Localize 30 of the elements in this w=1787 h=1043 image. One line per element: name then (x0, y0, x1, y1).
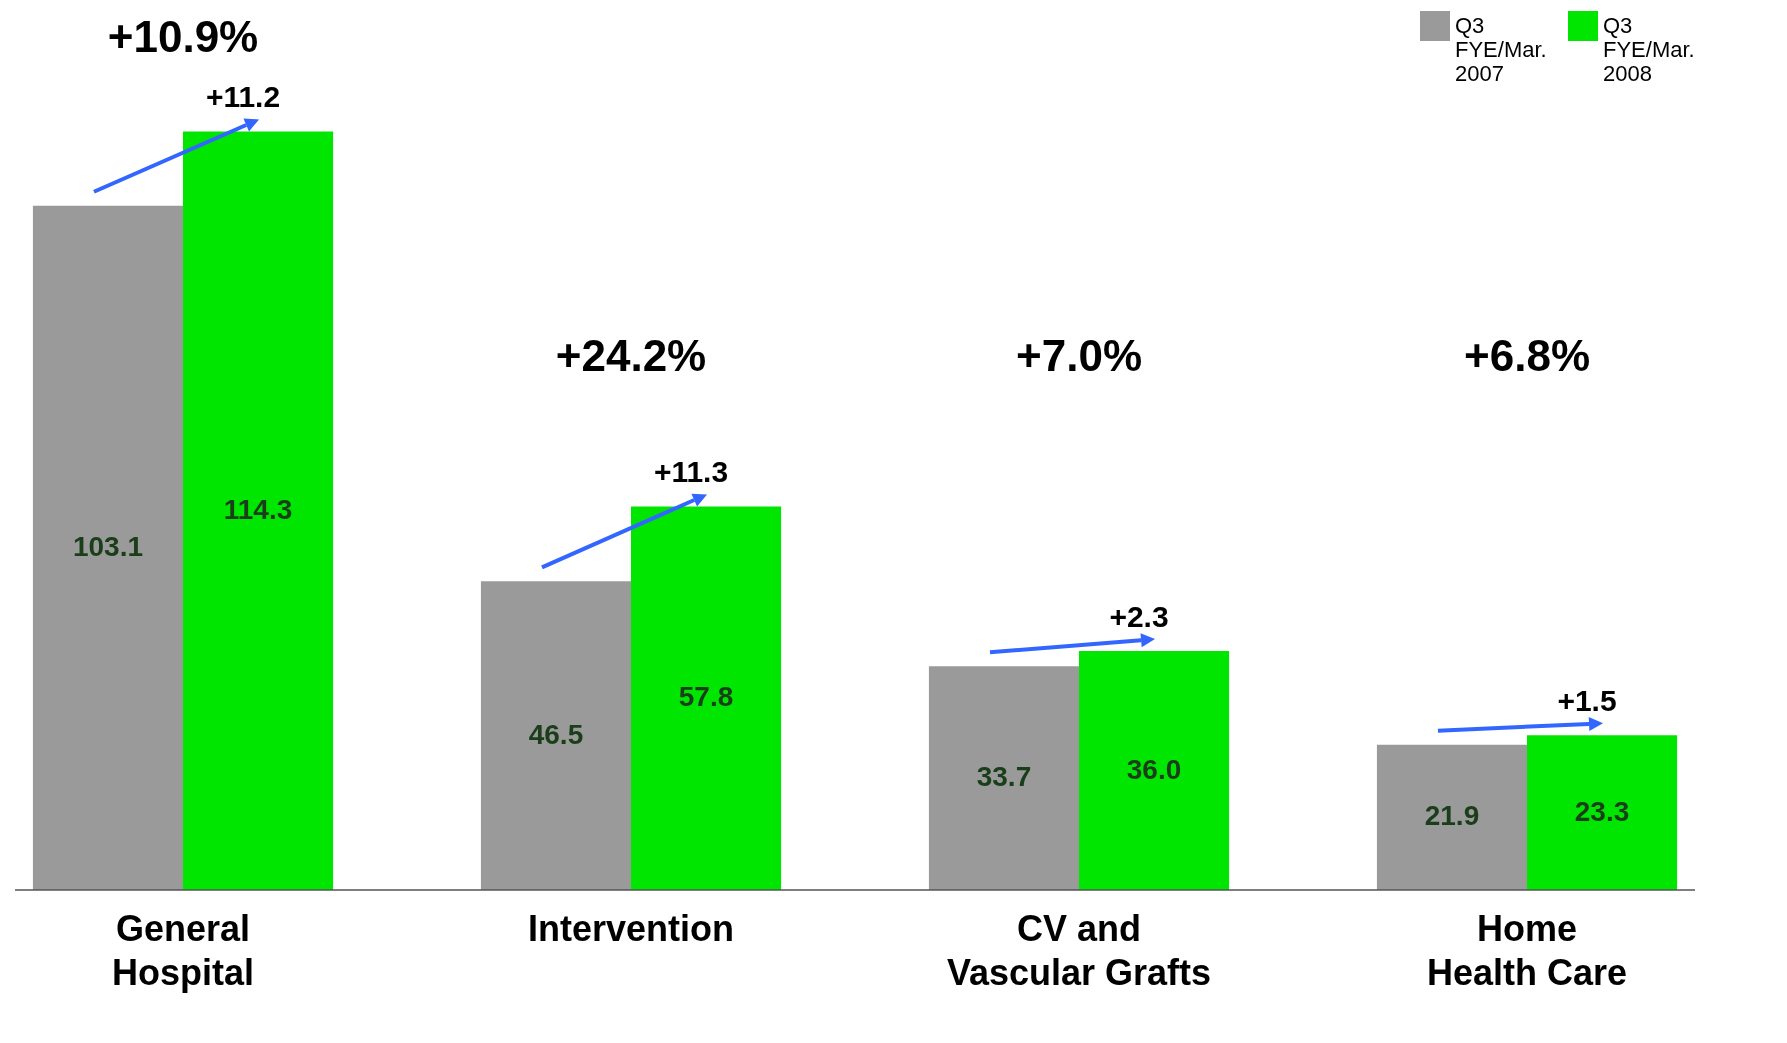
data-label: 103.1 (72, 530, 143, 562)
data-label: 23.3 (1574, 795, 1630, 827)
x-tick-label: CV and Vascular Grafts (946, 907, 1212, 993)
data-label: 114.3 (223, 493, 293, 525)
bar (1079, 651, 1230, 890)
x-tick-label: Intervention (527, 907, 735, 949)
legend-label: Q3 FYE/Mar. 2008 (1603, 13, 1695, 86)
data-label: 21.9 (1424, 800, 1480, 832)
x-tick-label: Home Health Care (1426, 907, 1628, 993)
data-label: 33.7 (976, 761, 1032, 793)
bar (1527, 735, 1678, 890)
annotation: +11.3 (653, 455, 729, 489)
data-label: 57.8 (678, 681, 734, 713)
bar (32, 205, 183, 890)
annotation: +7.0% (1016, 331, 1142, 380)
legend-label: Q3 FYE/Mar. 2007 (1455, 13, 1547, 86)
annotation: +2.3 (1109, 600, 1169, 634)
bar (183, 131, 334, 890)
data-label: 36.0 (1126, 753, 1182, 785)
annotation: +1.5 (1557, 684, 1617, 718)
x-tick-label: General Hospital (111, 907, 255, 993)
bar (631, 506, 782, 890)
text: +11.2 (205, 80, 281, 114)
annotation: +6.8% (1464, 331, 1590, 380)
annotation: +24.2% (555, 331, 707, 380)
bar (480, 581, 631, 890)
text: +10.9% (107, 12, 259, 62)
data-label: 46.5 (528, 718, 584, 750)
bar (928, 666, 1079, 890)
bar (1376, 744, 1527, 890)
